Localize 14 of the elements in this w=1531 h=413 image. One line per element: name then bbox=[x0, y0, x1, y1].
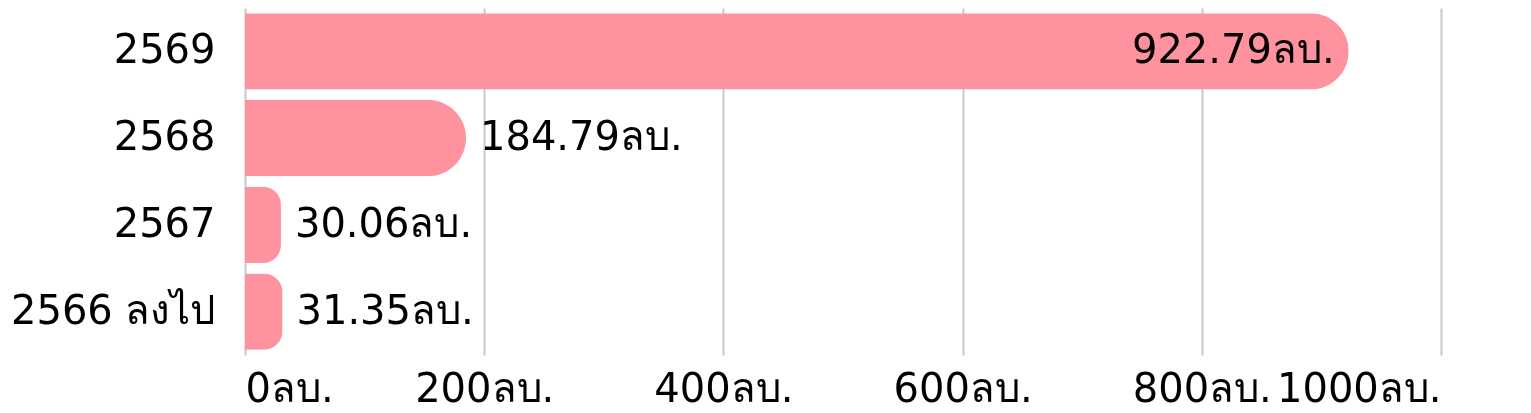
data-label: 30.06ลบ. bbox=[294, 199, 473, 246]
x-tick-label: 600ลบ. bbox=[893, 364, 1033, 411]
x-tick-label: 200ลบ. bbox=[415, 364, 555, 411]
data-label: 184.79ลบ. bbox=[480, 113, 683, 160]
data-label: 31.35ลบ. bbox=[296, 286, 474, 333]
x-tick-label: 0ลบ. bbox=[245, 364, 334, 411]
data-label: 922.79ลบ. bbox=[1131, 26, 1335, 73]
x-tick-label: 400ลบ. bbox=[654, 364, 794, 411]
x-tick-label: 800ลบ. bbox=[1132, 364, 1272, 411]
y-tick-label: 2567 bbox=[113, 199, 216, 246]
x-tick-label: 1000ลบ. bbox=[1276, 364, 1442, 411]
y-tick-label: 2569 bbox=[113, 26, 216, 73]
y-tick-label: 2566 ลงไป bbox=[10, 286, 216, 333]
y-tick-label: 2568 bbox=[113, 113, 216, 160]
